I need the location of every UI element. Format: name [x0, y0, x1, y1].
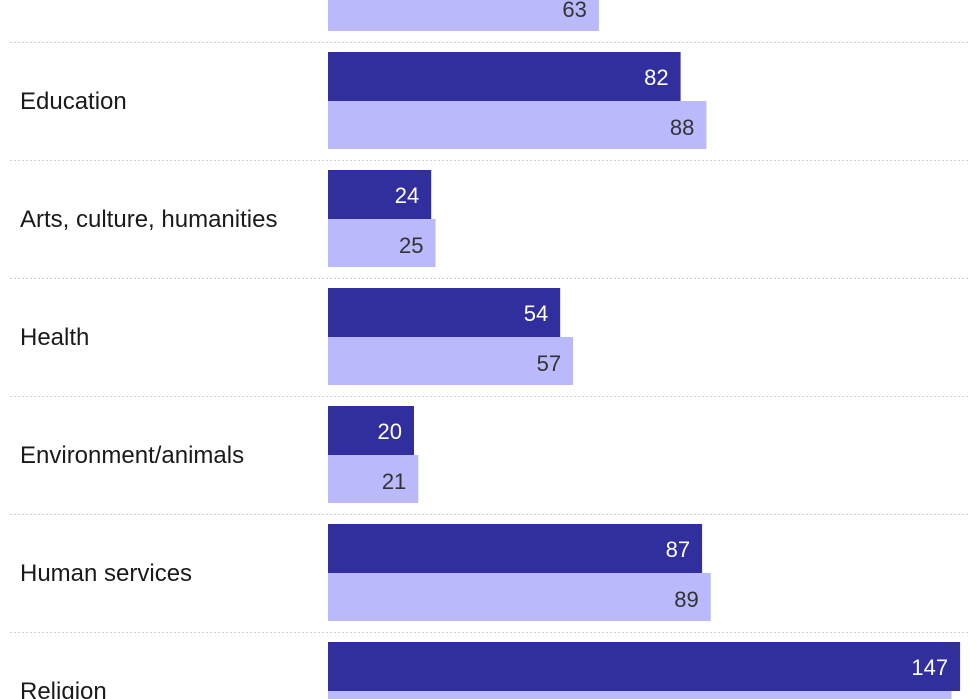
- bar-series-a: [328, 52, 681, 101]
- data-label-series-a: 87: [666, 537, 690, 562]
- data-label-series-a: 54: [524, 301, 548, 326]
- bar-series-b: [328, 0, 599, 31]
- data-label-series-a: 82: [644, 65, 668, 90]
- category-label: Human services: [20, 560, 192, 587]
- bar-series-a: [328, 642, 961, 691]
- bar-series-b: [328, 101, 707, 149]
- bar-series-b: [328, 219, 436, 267]
- bar-series-b: [328, 691, 952, 699]
- bar-series-a: [328, 406, 414, 455]
- category-label: Health: [20, 324, 89, 351]
- bar-series-a: [328, 170, 432, 219]
- bar-series-b: [328, 455, 419, 503]
- data-label-series-b: 25: [399, 233, 423, 258]
- category-label: Environment/animals: [20, 442, 244, 469]
- data-label-series-b: 89: [674, 587, 698, 612]
- category-label: Education: [20, 88, 127, 115]
- data-label-series-a: 24: [395, 183, 419, 208]
- data-label-series-b: 63: [562, 0, 586, 22]
- data-label-series-b: 21: [382, 469, 406, 494]
- data-label-series-a: 20: [378, 419, 402, 444]
- bar-series-a: [328, 288, 561, 337]
- data-label-series-b: 88: [670, 115, 694, 140]
- bar-series-b: [328, 337, 574, 385]
- data-label-series-b: 57: [537, 351, 561, 376]
- bar-series-a: [328, 524, 703, 573]
- category-label: Religion: [20, 678, 107, 699]
- bar-series-b: [328, 573, 711, 621]
- data-label-series-a: 147: [911, 655, 948, 680]
- category-label: Arts, culture, humanities: [20, 206, 277, 233]
